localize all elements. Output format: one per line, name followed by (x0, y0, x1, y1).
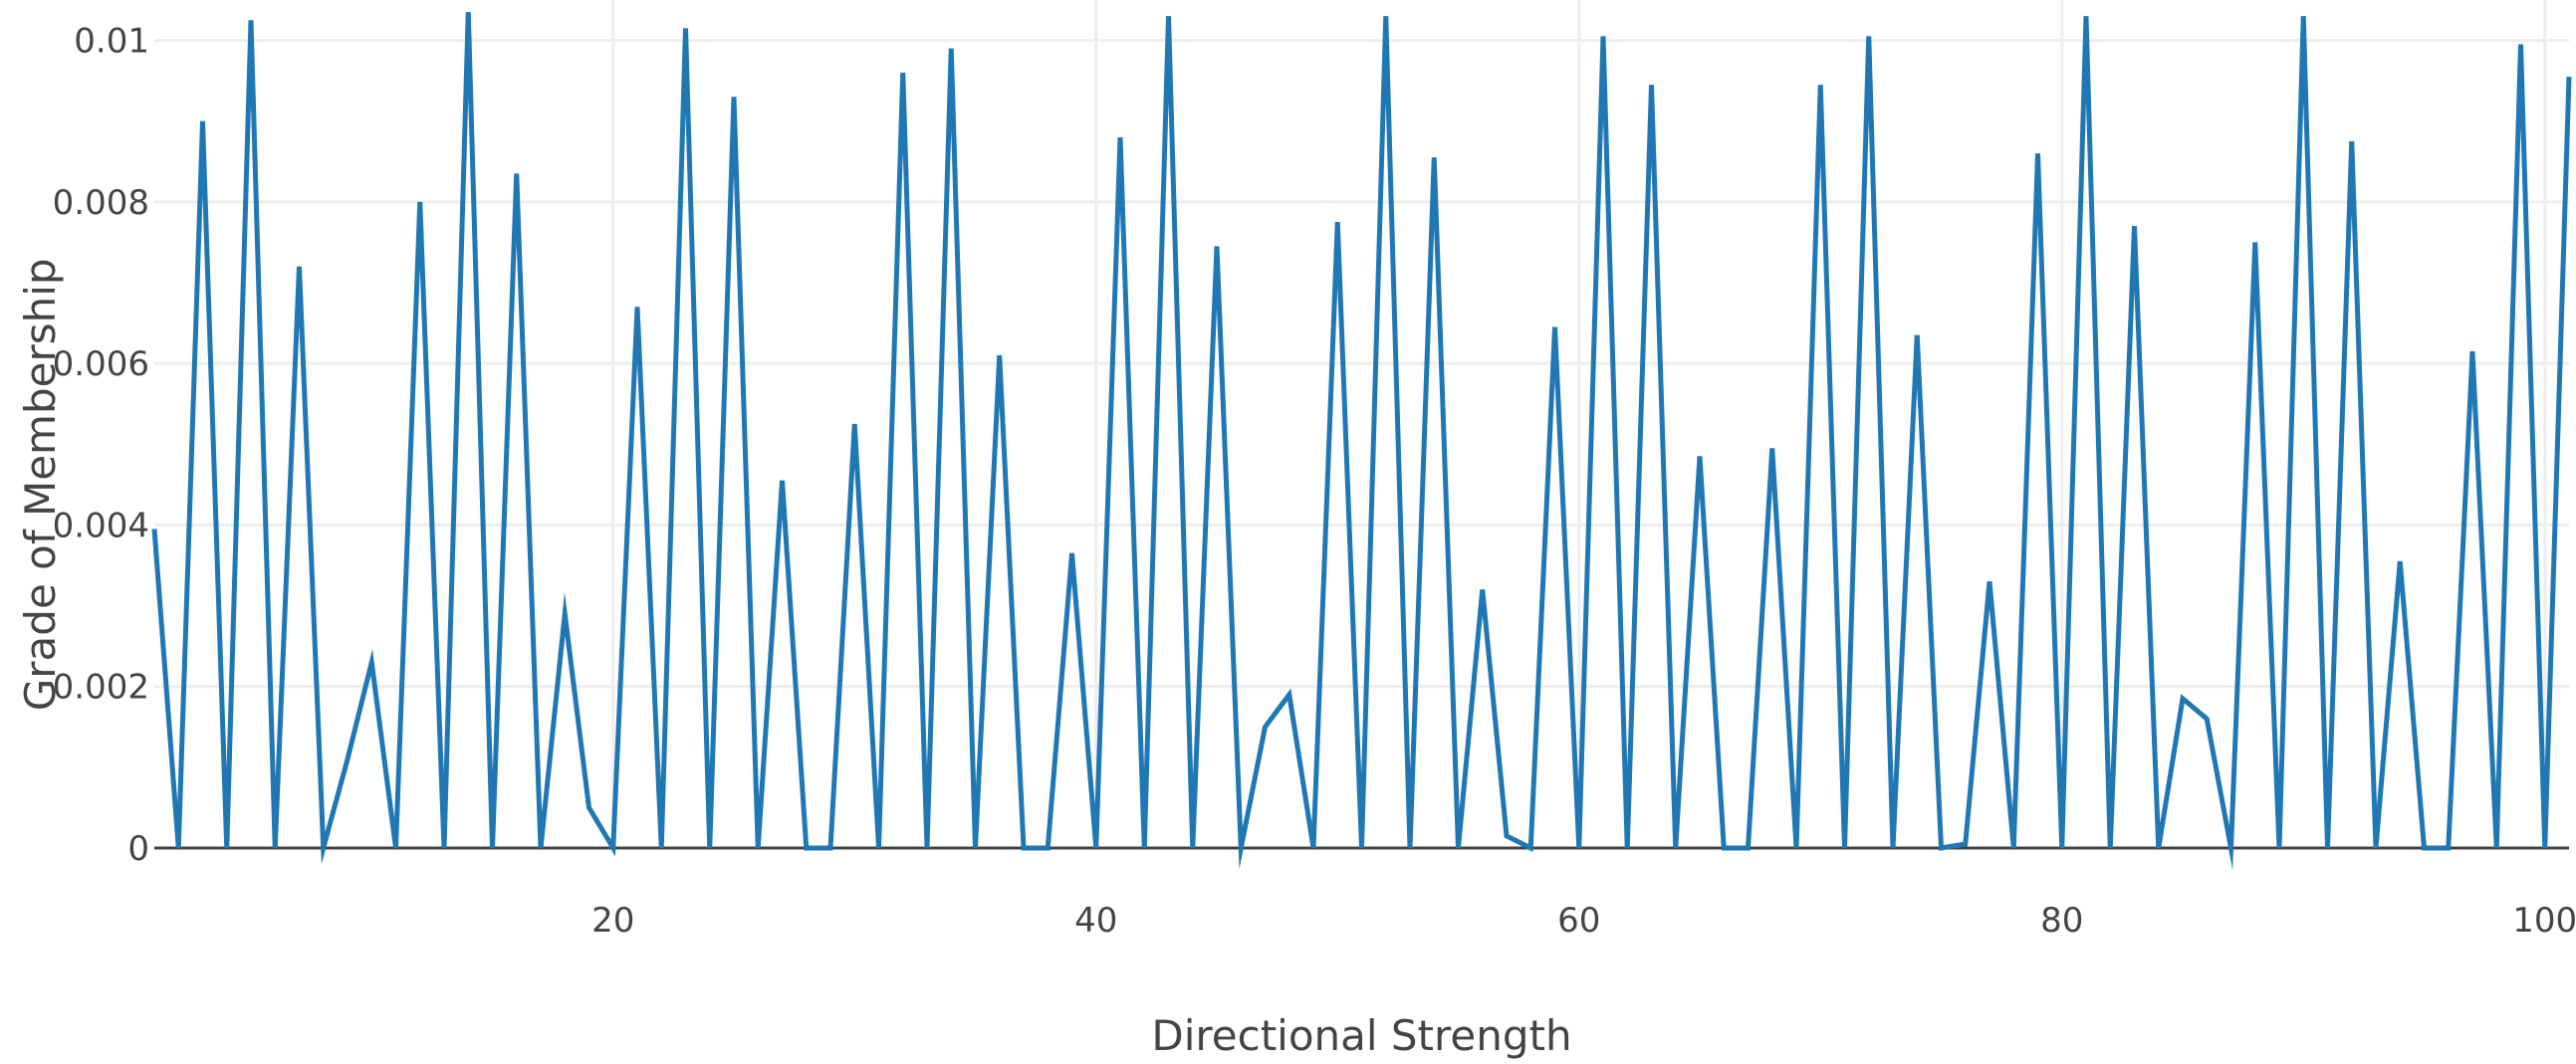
series-line (151, 12, 2572, 871)
y-tick-label: 0.008 (53, 183, 149, 223)
y-tick-label: 0.01 (74, 22, 149, 62)
x-tick-label: 20 (591, 901, 634, 941)
y-tick-label: 0.002 (53, 668, 149, 708)
grid-layer (154, 0, 2569, 848)
x-axis-title: Directional Strength (1151, 1011, 1571, 1060)
y-tick-label: 0.004 (53, 506, 149, 545)
x-tick-label: 40 (1074, 901, 1117, 941)
x-tick-label: 100 (2512, 901, 2576, 941)
y-axis-title: Grade of Membership (16, 258, 65, 711)
x-tick-label: 80 (2040, 901, 2083, 941)
y-tick-label: 0.006 (53, 344, 149, 384)
tick-labels-layer: 0 0.002 0.004 0.006 0.008 0.01 20 40 60 80 100 (53, 22, 2576, 941)
x-tick-label: 60 (1557, 901, 1600, 941)
y-tick-label: 0 (127, 829, 149, 869)
series-layer (151, 12, 2572, 871)
